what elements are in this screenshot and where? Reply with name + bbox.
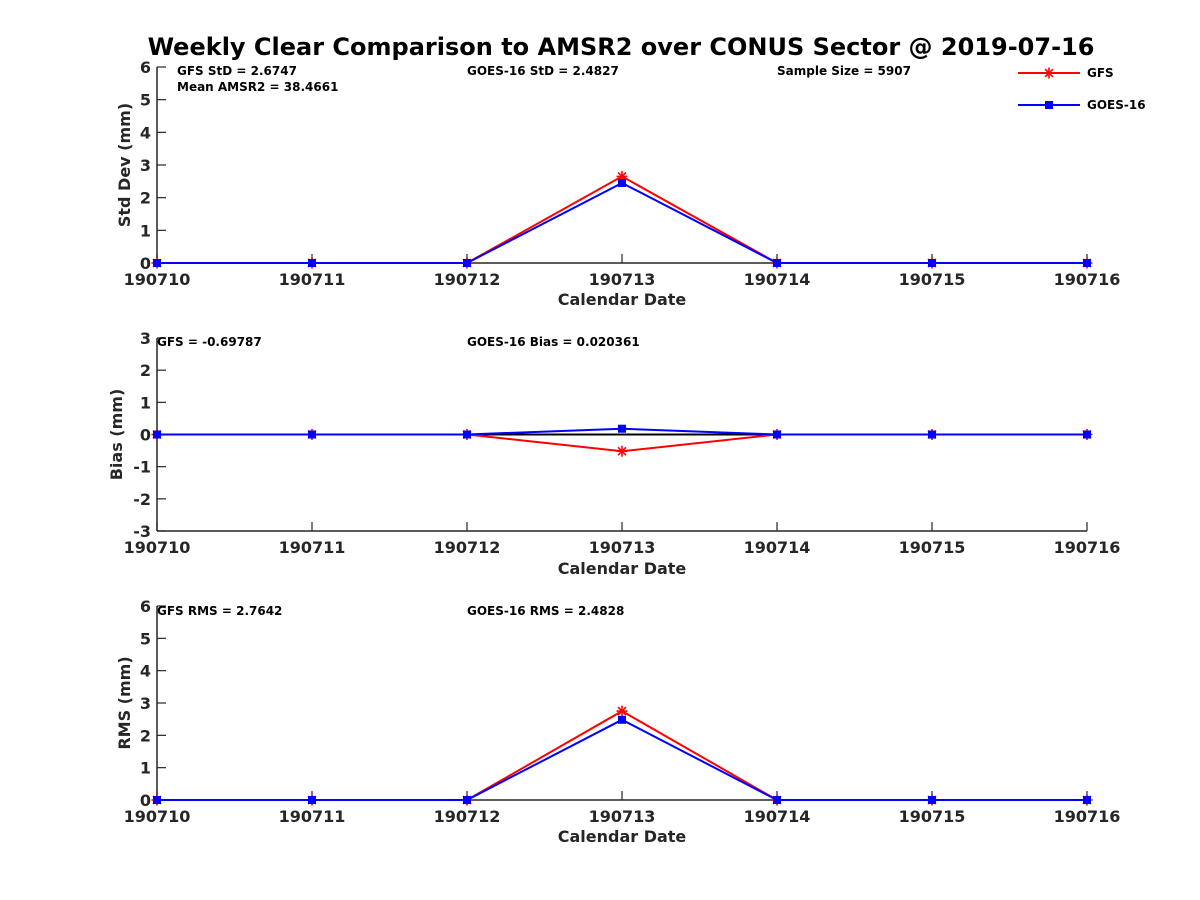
y-tick-label: 1 [140,393,151,412]
data-point-goes-16 [1083,430,1091,439]
data-point-gfs [616,705,628,717]
x-tick-label: 190716 [1054,538,1121,557]
y-tick-label: 6 [140,58,151,77]
data-point-goes-16 [618,715,626,724]
legend-label: GFS [1087,66,1114,80]
y-tick-label: 1 [140,221,151,240]
y-tick-label: 0 [140,426,151,445]
data-point-goes-16 [308,259,316,267]
stat-annotation: GFS = -0.69787 [157,335,262,349]
x-tick-label: 190716 [1054,270,1121,289]
data-point-goes-16 [618,178,626,187]
y-axis-label: Bias (mm) [107,389,126,481]
data-point-goes-16 [1083,259,1091,267]
legend-entry-gfs: GFS [1018,66,1114,80]
x-tick-label: 190714 [744,538,811,557]
stat-annotation: GFS RMS = 2.7642 [157,604,282,618]
x-tick-label: 190713 [589,270,656,289]
panel-rms: 0 1 2 3 4 5 6 190710 190711 190712 190713 190714 190… [115,597,1120,846]
y-axis-label: RMS (mm) [115,656,134,749]
data-point-goes-16 [308,430,316,439]
y-tick-label: -1 [133,458,151,477]
x-tick-label: 190715 [899,270,966,289]
x-tick-label: 190713 [589,538,656,557]
x-axis-label: Calendar Date [558,827,687,846]
data-point-goes-16 [773,430,781,439]
y-tick-label: 5 [140,91,151,110]
y-tick-label: 1 [140,759,151,778]
legend-marker [1045,101,1053,109]
x-tick-label: 190710 [124,270,191,289]
y-tick-label: 5 [140,629,151,648]
y-tick-label: 4 [140,662,151,681]
data-point-goes-16 [153,259,161,267]
data-point-gfs [616,445,628,457]
legend: GFS GOES-16 [1018,66,1146,112]
x-tick-label: 190710 [124,807,191,826]
panels: 0 1 2 3 4 5 6 190710 190711 190712 190713 190714 190… [107,58,1120,846]
data-point-goes-16 [463,259,471,267]
data-point-goes-16 [773,796,781,804]
data-point-goes-16 [463,430,471,439]
y-tick-label: 0 [140,791,151,810]
y-tick-label: 2 [140,726,151,745]
data-point-goes-16 [773,259,781,267]
chart-title: Weekly Clear Comparison to AMSR2 over CO… [148,33,1095,61]
x-tick-label: 190712 [434,807,501,826]
y-tick-label: -3 [133,522,151,541]
y-tick-label: 0 [140,254,151,273]
x-tick-label: 190710 [124,538,191,557]
y-tick-label: 4 [140,123,151,142]
stat-annotation: GOES-16 StD = 2.4827 [467,64,619,78]
stat-annotation: GOES-16 Bias = 0.020361 [467,335,640,349]
x-tick-label: 190714 [744,807,811,826]
stat-annotation: Sample Size = 5907 [777,64,911,78]
data-point-goes-16 [308,796,316,804]
x-tick-label: 190716 [1054,807,1121,826]
y-tick-label: 3 [140,694,151,713]
x-axis-label: Calendar Date [558,290,687,309]
y-tick-label: 2 [140,189,151,208]
y-tick-label: 6 [140,597,151,616]
data-point-goes-16 [928,259,936,267]
y-tick-label: -2 [133,490,151,509]
x-tick-label: 190711 [279,538,346,557]
x-tick-label: 190713 [589,807,656,826]
legend-label: GOES-16 [1087,98,1146,112]
stat-annotation: GOES-16 RMS = 2.4828 [467,604,624,618]
y-tick-label: 3 [140,329,151,348]
stat-annotation: Mean AMSR2 = 38.4661 [177,80,338,94]
x-tick-label: 190711 [279,807,346,826]
x-tick-label: 190712 [434,270,501,289]
y-tick-label: 2 [140,361,151,380]
x-tick-label: 190712 [434,538,501,557]
x-tick-label: 190711 [279,270,346,289]
x-tick-label: 190715 [899,807,966,826]
x-tick-label: 190714 [744,270,811,289]
panel-stddev: 0 1 2 3 4 5 6 190710 190711 190712 190713 190714 190… [115,58,1120,309]
legend-marker [1043,67,1055,79]
data-point-goes-16 [153,796,161,804]
stat-annotation: GFS StD = 2.6747 [177,64,297,78]
data-point-goes-16 [463,796,471,804]
data-point-goes-16 [928,430,936,439]
data-point-goes-16 [618,424,626,433]
y-axis-label: Std Dev (mm) [115,103,134,227]
legend-entry-goes-16: GOES-16 [1018,98,1146,112]
data-point-goes-16 [153,430,161,439]
y-tick-label: 3 [140,156,151,175]
x-axis-label: Calendar Date [558,559,687,578]
data-point-goes-16 [928,796,936,804]
data-point-goes-16 [1083,796,1091,804]
x-tick-label: 190715 [899,538,966,557]
panel-bias: -3 -2 -1 0 1 2 3 190710 190711 190712 190713 190714… [107,329,1120,578]
